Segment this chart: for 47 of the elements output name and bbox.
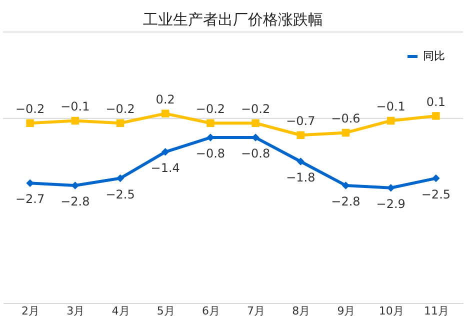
point: [296, 158, 305, 166]
x-tick-label: 5月: [156, 304, 175, 318]
x-tick-label: 11月: [424, 304, 449, 318]
point: [342, 128, 350, 137]
data-label: −0.2: [15, 102, 45, 116]
data-label: −0.2: [196, 102, 226, 116]
point: [206, 119, 214, 128]
data-label: −2.5: [421, 187, 451, 202]
data-label: −0.7: [286, 114, 316, 128]
data-label: −0.8: [196, 146, 226, 161]
point: [386, 116, 395, 125]
point: [296, 131, 305, 139]
data-label: −1.4: [150, 160, 180, 175]
data-label: −0.8: [240, 146, 270, 161]
point: [116, 174, 124, 182]
x-tick-label: 3月: [66, 304, 85, 318]
data-label: −0.2: [240, 102, 270, 116]
chart-title: 工业生产者出厂价格涨跌幅: [143, 10, 323, 28]
data-label: −2.8: [60, 194, 90, 208]
data-label: −0.1: [60, 100, 90, 114]
point: [161, 148, 170, 156]
x-tick-label: 10月: [378, 304, 404, 318]
point: [252, 119, 260, 128]
x-tick-label: 2月: [22, 304, 40, 318]
x-tick-label: 4月: [112, 304, 130, 318]
point: [26, 119, 34, 128]
data-label: −0.1: [376, 100, 406, 114]
x-tick-label: 9月: [337, 304, 356, 318]
x-tick-label: 6月: [202, 304, 220, 318]
data-label: −2.9: [376, 196, 406, 211]
data-label: 0.2: [156, 92, 175, 107]
point: [161, 110, 170, 118]
data-label: −0.6: [331, 112, 360, 126]
point: [26, 179, 34, 187]
data-label: −2.7: [15, 192, 45, 206]
data-label: −0.2: [106, 102, 135, 116]
point: [71, 116, 80, 125]
data-label: 0.1: [426, 94, 446, 109]
point: [116, 119, 124, 128]
data-label: −2.8: [331, 194, 360, 208]
point: [432, 112, 440, 120]
legend-label: 同比: [423, 50, 445, 62]
data-label: −1.8: [286, 170, 316, 185]
point: [432, 174, 440, 182]
data-label: −2.5: [106, 187, 135, 202]
x-tick-label: 8月: [292, 304, 310, 318]
x-tick-label: 7月: [247, 304, 266, 318]
